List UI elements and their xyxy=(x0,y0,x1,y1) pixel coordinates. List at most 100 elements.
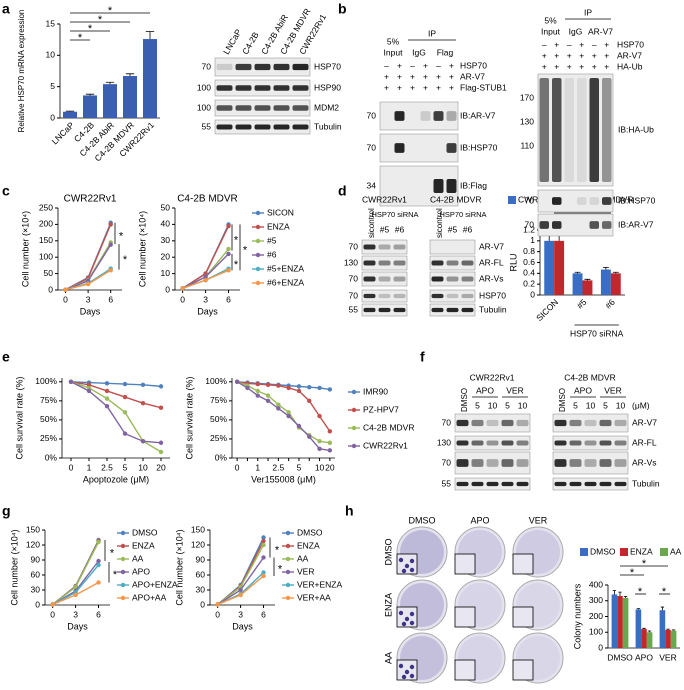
legend-label: DMSO xyxy=(297,527,323,537)
blot xyxy=(379,133,459,163)
y-tick-label: 100% xyxy=(205,376,227,386)
significance-star: * xyxy=(234,234,239,246)
band xyxy=(273,63,290,71)
y-tick-label: 10 xyxy=(46,50,56,60)
point xyxy=(108,268,113,273)
band xyxy=(584,419,597,427)
sign: + xyxy=(604,39,609,49)
y-axis-label: Cell number (×10⁴) xyxy=(20,211,30,287)
band xyxy=(446,260,459,266)
band-label: AR-Vs xyxy=(632,457,657,467)
y-tick-label: 5 xyxy=(50,81,55,91)
unit-label: (μM) xyxy=(632,400,650,410)
inset xyxy=(454,553,476,575)
point xyxy=(158,440,164,445)
band xyxy=(486,459,499,467)
header: Input xyxy=(384,47,404,57)
mw-marker: 34 xyxy=(367,180,377,190)
band xyxy=(614,481,627,487)
band xyxy=(461,307,474,313)
band xyxy=(292,85,309,91)
point xyxy=(68,379,74,385)
sign: + xyxy=(423,60,428,70)
error-bar xyxy=(602,266,609,270)
mw-marker: 70 xyxy=(367,142,377,152)
lane-label: VER xyxy=(506,385,523,395)
series-line xyxy=(236,381,330,452)
blot xyxy=(361,239,408,255)
point xyxy=(307,434,312,439)
bar xyxy=(659,610,666,648)
y-tick-label: 120 xyxy=(26,539,40,549)
y-tick-label: 50% xyxy=(210,414,227,424)
point xyxy=(108,242,113,247)
legend-swatch xyxy=(285,543,291,549)
point xyxy=(122,381,128,387)
legend-label: APO xyxy=(132,566,150,576)
sign: + xyxy=(384,82,389,92)
x-axis-label: Ver155008 (μM) xyxy=(251,474,316,484)
lane-label: #5 xyxy=(380,224,390,234)
x-tick-label: LNCaP xyxy=(50,120,77,147)
bar xyxy=(610,273,621,295)
band xyxy=(539,221,549,229)
band xyxy=(471,459,484,467)
band xyxy=(254,85,271,91)
point xyxy=(158,384,164,389)
point xyxy=(73,592,78,598)
band xyxy=(431,307,444,313)
sign: + xyxy=(604,50,609,60)
point xyxy=(96,580,101,585)
band-label: IB:AR-V7 xyxy=(460,110,496,120)
legend-swatch xyxy=(285,595,291,601)
blot xyxy=(429,239,476,255)
y-tick-label: 60 xyxy=(196,569,206,579)
band xyxy=(292,124,309,130)
band xyxy=(501,419,514,427)
legend-swatch xyxy=(285,569,291,575)
x-axis-label: Days xyxy=(232,621,253,631)
band xyxy=(456,419,469,427)
error-bar xyxy=(612,271,619,274)
significance-star: * xyxy=(98,14,103,26)
band-label: HSP90 xyxy=(314,82,341,92)
condition-label: Flag-STUB1 xyxy=(460,82,507,92)
lane-label: #6 xyxy=(395,224,405,234)
band xyxy=(552,221,562,229)
point xyxy=(276,402,281,407)
band-label: HSP70 xyxy=(479,290,506,300)
band xyxy=(378,244,391,250)
band xyxy=(378,293,391,299)
point xyxy=(85,281,91,287)
point xyxy=(286,385,291,391)
error-bar xyxy=(65,110,75,112)
band xyxy=(446,143,457,153)
band xyxy=(584,481,597,487)
legend-swatch xyxy=(351,407,357,413)
lane-label: APO xyxy=(476,385,494,395)
point xyxy=(261,535,266,540)
band-label: AR-V7 xyxy=(632,417,657,427)
x-tick-label: 10 xyxy=(315,462,325,472)
y-tick-label: 30 xyxy=(31,584,41,594)
point xyxy=(158,405,164,410)
legend-label: IMR90 xyxy=(363,386,388,396)
colony xyxy=(398,610,404,616)
legend-swatch xyxy=(255,224,261,230)
point xyxy=(234,379,240,385)
condition-label: HSP70 xyxy=(460,60,487,70)
x-axis-label: Days xyxy=(80,306,101,316)
panel-label: c xyxy=(2,183,10,199)
bar xyxy=(83,95,97,118)
band xyxy=(602,78,612,182)
point xyxy=(261,555,266,560)
band xyxy=(431,276,444,282)
point xyxy=(96,558,101,564)
y-tick-label: 300 xyxy=(589,595,603,605)
sign: – xyxy=(384,60,389,70)
legend-swatch xyxy=(255,266,261,272)
x-tick-label: 6 xyxy=(96,609,101,619)
point xyxy=(104,388,110,394)
point xyxy=(226,251,231,257)
